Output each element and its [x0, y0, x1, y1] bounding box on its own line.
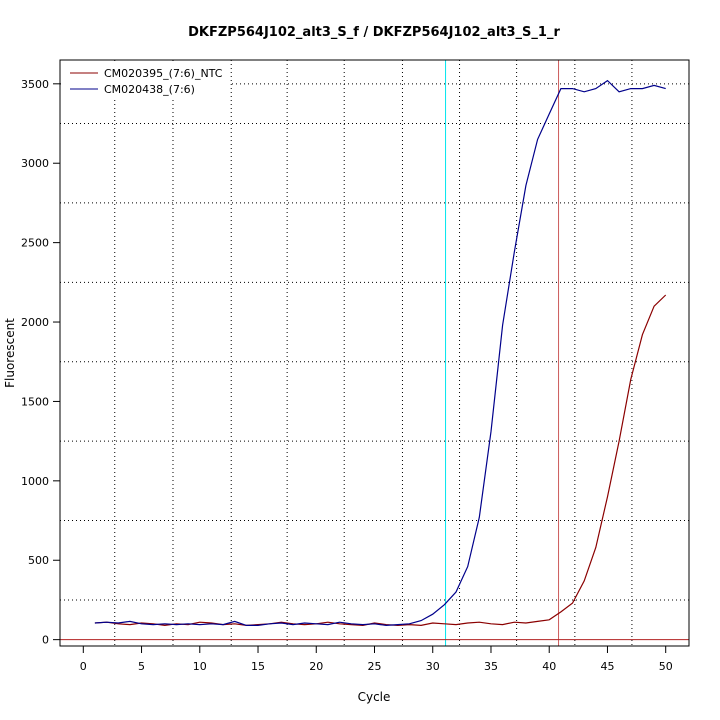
- series-lines: [94, 79, 667, 627]
- x-tick-label: 15: [251, 660, 265, 673]
- y-tick-label: 500: [28, 554, 49, 567]
- x-tick-label: 30: [426, 660, 440, 673]
- y-tick-label: 0: [42, 634, 49, 647]
- legend-box: [62, 62, 230, 100]
- y-tick-label: 2000: [21, 316, 49, 329]
- y-axis: 0 500 1000 1500 2000 2500 3000 3500: [21, 78, 61, 647]
- grid: [60, 60, 689, 646]
- x-tick-label: 35: [484, 660, 498, 673]
- y-tick-label: 1500: [21, 395, 49, 408]
- y-tick-label: 3000: [21, 157, 49, 170]
- x-tick-label: 5: [138, 660, 145, 673]
- marker-lines: [60, 60, 689, 646]
- x-axis-label: Cycle: [358, 690, 391, 704]
- legend: CM020395_(7:6)_NTC CM020438_(7:6): [62, 62, 230, 100]
- x-tick-label: 25: [368, 660, 382, 673]
- x-tick-label: 0: [80, 660, 87, 673]
- series-line-1: [94, 79, 666, 627]
- y-tick-label: 1000: [21, 475, 49, 488]
- y-tick-label: 3500: [21, 78, 49, 91]
- y-tick-label: 2500: [21, 237, 49, 250]
- x-axis: 0 5 10 15 20 25 30 35 40 45 50: [80, 645, 673, 673]
- legend-label-ntc: CM020395_(7:6)_NTC: [104, 67, 223, 80]
- legend-label-sample: CM020438_(7:6): [104, 83, 195, 96]
- y-axis-label: Fluorescent: [3, 318, 17, 388]
- x-tick-label: 50: [659, 660, 673, 673]
- x-tick-label: 45: [600, 660, 614, 673]
- chart-title: DKFZP564J102_alt3_S_f / DKFZP564J102_alt…: [188, 25, 560, 40]
- x-tick-label: 40: [542, 660, 556, 673]
- x-tick-label: 10: [193, 660, 207, 673]
- x-tick-label: 20: [309, 660, 323, 673]
